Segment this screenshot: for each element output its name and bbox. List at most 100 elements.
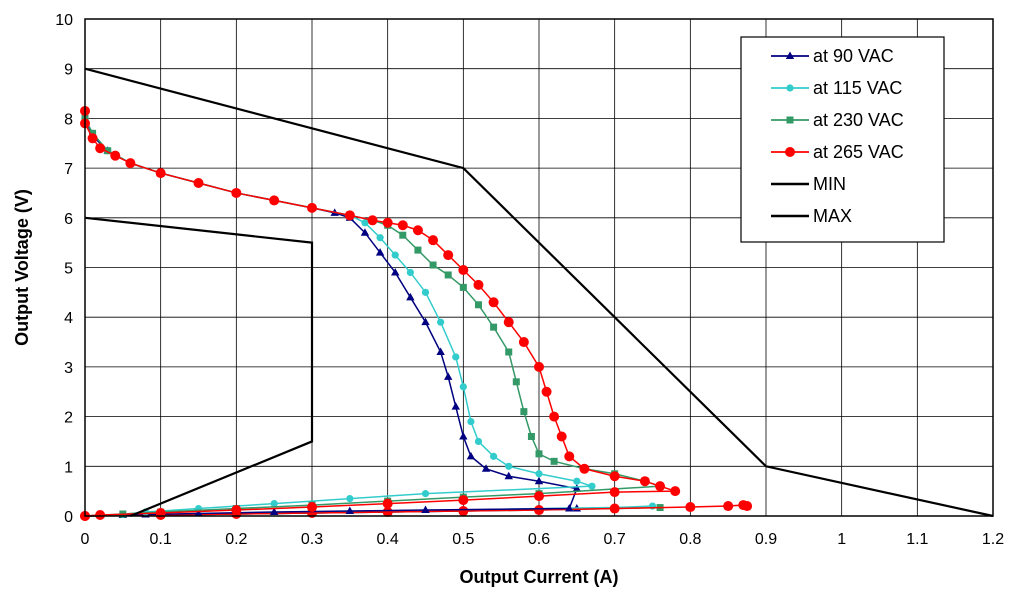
data-point-at-265-vac [95,143,106,154]
data-point-at-265-vac [541,386,552,397]
data-point-at-90-vac [421,317,430,326]
data-point-at-115-vac [437,318,445,326]
y-tick-label: 5 [64,261,73,278]
legend-marker-at-115-vac [786,84,794,92]
data-point-at-230-vac [527,432,535,440]
legend-marker-at-230-vac [786,116,794,124]
data-point-at-115-vac [452,353,460,361]
x-tick-label: 0.7 [604,531,626,548]
data-point-at-265-vac [155,168,166,179]
data-point-at-90-vac [194,509,203,517]
data-point-at-265-vac [344,210,355,221]
legend-marker-at-265-vac [785,147,795,157]
data-point-at-265-vac [95,510,106,521]
data-point-at-265-vac [670,486,681,497]
data-point-at-115-vac [421,490,430,498]
data-point-at-90-vac [436,347,445,355]
legend: at 90 VAC at 115 VAC at 230 VAC at 265 VAC M… [740,36,945,243]
y-tick-label: 1 [64,459,73,476]
x-tick-label: 1.2 [982,531,1004,548]
data-point-at-115-vac [270,499,278,508]
data-point-at-265-vac [639,476,650,487]
x-tick-label: 0.5 [452,531,474,548]
data-point-at-90-vac [459,431,468,440]
y-tick-label: 7 [64,161,73,178]
data-point-at-265-vac [534,491,544,502]
data-point-at-265-vac [609,471,620,482]
data-point-at-115-vac [376,234,384,242]
data-point-at-115-vac [505,462,513,470]
data-point-at-230-vac [429,261,437,269]
x-tick-label: 0.9 [755,531,777,548]
series-layer [80,67,994,521]
x-tick-label: 0.4 [377,531,399,548]
data-point-at-90-vac [391,267,400,276]
data-point-at-265-vac [269,195,280,206]
x-tick-label: 0 [81,531,90,548]
y-tick-label: 9 [64,62,73,79]
data-point-at-90-vac [269,507,279,516]
data-point-at-90-vac [504,471,513,480]
data-point-at-115-vac [588,482,596,490]
data-point-at-90-vac [345,506,355,515]
legend-label-min: MIN [813,174,846,194]
data-point-tail-3 [458,506,469,517]
data-point-at-115-vac [474,437,483,446]
data-point-at-115-vac [361,219,369,227]
data-point-at-90-vac [360,228,370,236]
series-tail-3 [80,500,753,521]
data-point-at-115-vac [406,268,414,277]
data-point-at-230-vac [505,348,513,356]
data-point-tail-3 [382,507,393,518]
y-tick-label: 10 [55,12,73,29]
data-point-at-115-vac [391,251,399,259]
data-point-at-265-vac [307,502,317,513]
data-point-at-90-vac [572,484,582,492]
data-point-at-230-vac [459,283,467,291]
data-point-at-115-vac [467,417,475,426]
legend-label-at-90-vac: at 90 VAC [813,46,894,66]
data-point-at-90-vac [421,505,430,514]
data-point-at-265-vac [534,361,544,372]
data-point-at-265-vac [503,317,514,328]
data-point-at-90-vac [406,292,415,301]
data-point-at-265-vac [412,225,423,236]
series-line-max [84,67,994,518]
data-point-at-265-vac [473,279,484,290]
data-point-at-115-vac [459,383,467,391]
data-point-at-265-vac [382,498,393,509]
legend-label-at-230-vac: at 230 VAC [813,110,904,130]
legend-box [740,36,945,243]
data-point-at-265-vac [367,215,378,226]
data-point-at-265-vac [564,451,575,462]
data-point-at-265-vac [307,202,317,213]
x-tick-label: 0.2 [225,531,247,548]
data-point-at-230-vac [490,323,498,331]
series-line-min [84,216,314,518]
data-point-tail-3 [534,505,544,516]
data-point-at-230-vac [474,301,482,309]
data-point-at-90-vac [565,504,574,512]
data-point-at-265-vac [458,495,469,506]
y-tick-label: 4 [64,310,73,327]
y-axis-title: Output Voltage (V) [12,189,32,346]
data-point-at-265-vac [428,235,439,246]
data-point-at-90-vac [534,476,544,485]
y-tick-label: 8 [64,111,73,128]
data-point-at-115-vac [573,477,581,485]
data-point-tail-3 [742,501,753,512]
data-point-at-265-vac [458,264,469,275]
data-point-at-265-vac [518,337,529,348]
data-point-at-230-vac [399,231,407,239]
data-point-at-265-vac [110,150,121,161]
data-point-at-265-vac [549,411,560,422]
data-point-at-265-vac [609,487,620,498]
data-point-at-265-vac [193,178,204,189]
data-point-at-265-vac [556,431,567,442]
data-point-at-230-vac [414,246,422,254]
series-line-at-265-vac [84,110,676,517]
legend-label-at-265-vac: at 265 VAC [813,142,904,162]
data-point-at-265-vac [87,133,98,144]
x-tick-label: 0.8 [679,531,701,548]
